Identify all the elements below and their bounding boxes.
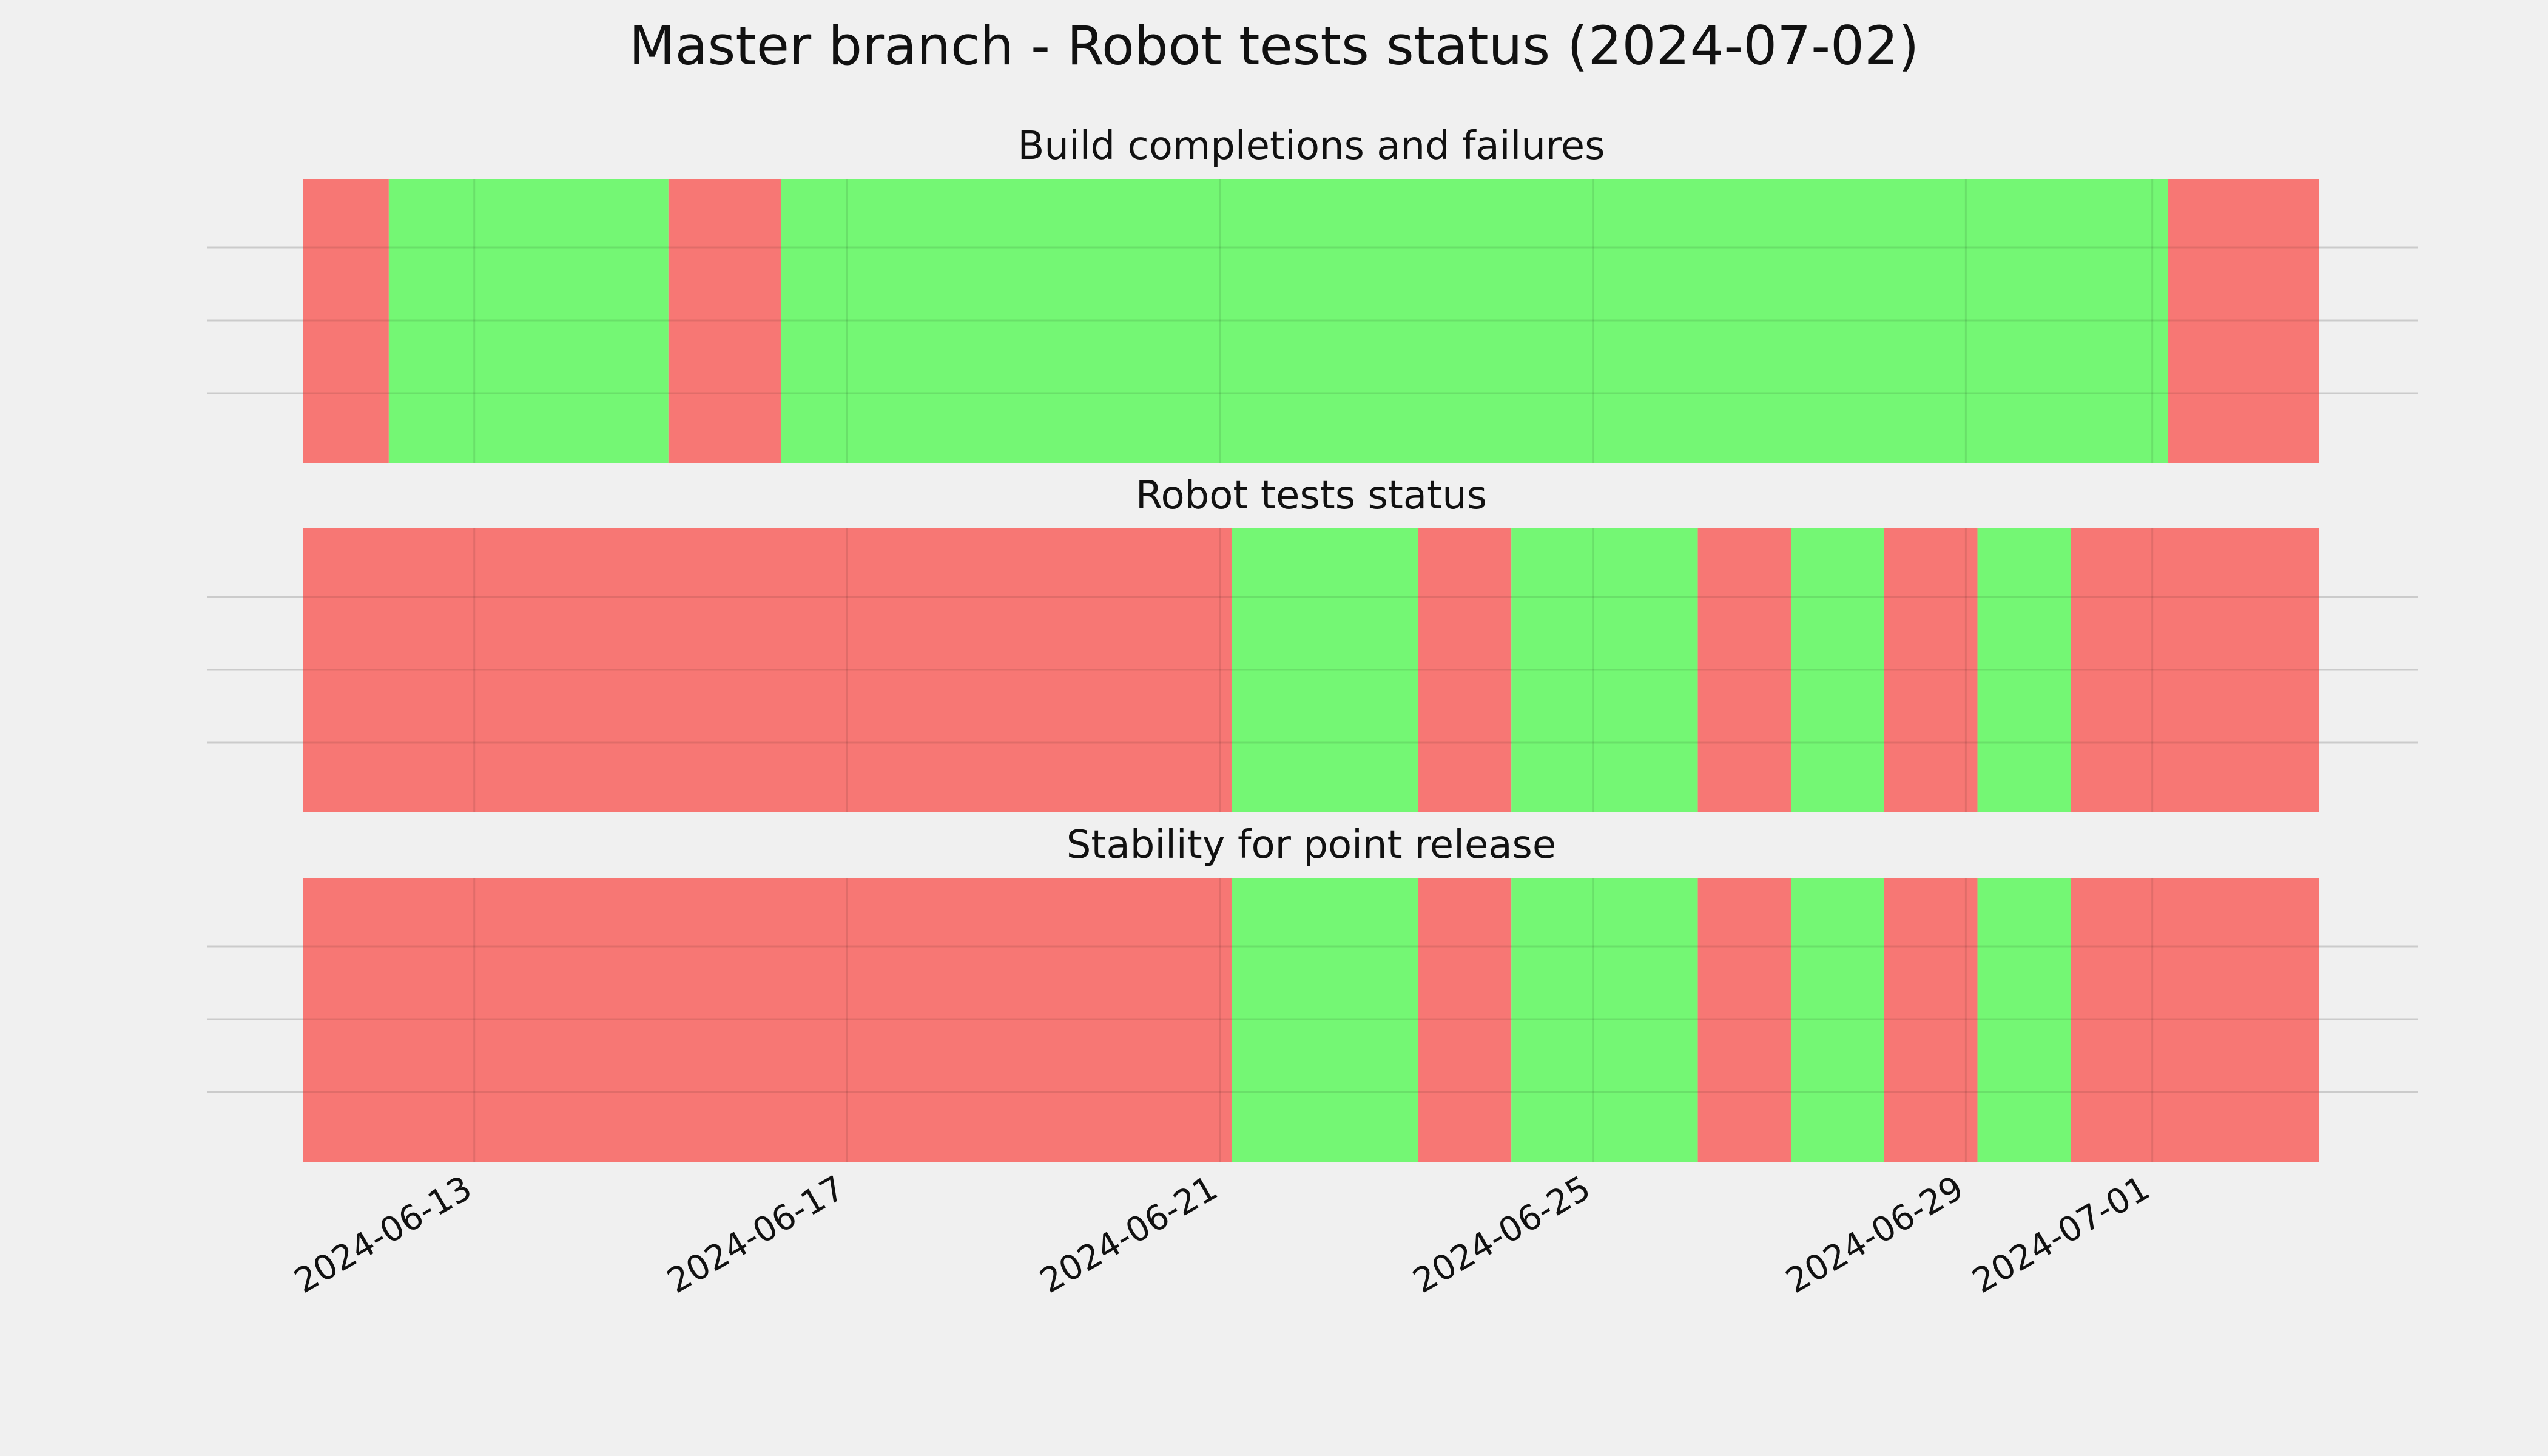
- x-tick-label: 2024-06-21: [1034, 1168, 1224, 1301]
- status-segment-fail: [1697, 878, 1791, 1162]
- status-segment-fail: [1884, 528, 1978, 812]
- status-segment-fail: [668, 179, 781, 463]
- x-axis-tick-labels: 2024-06-13 2024-06-17 2024-06-21 2024-06-25…: [288, 1168, 2156, 1301]
- x-tick-label: 2024-06-13: [288, 1168, 478, 1301]
- status-segment-pass: [1977, 878, 2071, 1162]
- status-segment-fail: [1697, 528, 1791, 812]
- panel-2: Robot tests status: [207, 473, 2418, 812]
- status-segment-fail: [303, 179, 389, 463]
- status-segment-fail: [1884, 878, 1978, 1162]
- status-segment-pass: [1511, 878, 1698, 1162]
- status-segment-fail: [1418, 878, 1512, 1162]
- status-segment-pass: [1977, 528, 2071, 812]
- status-segment-pass: [1791, 528, 1884, 812]
- status-segment-pass: [781, 179, 2168, 463]
- status-segment-fail: [2071, 878, 2319, 1162]
- status-segment-fail: [303, 878, 1232, 1162]
- status-segment-pass: [1511, 528, 1698, 812]
- status-segment-fail: [303, 528, 1232, 812]
- status-segment-pass: [1232, 528, 1418, 812]
- status-segment-fail: [2071, 528, 2319, 812]
- x-tick-label: 2024-07-01: [1966, 1168, 2156, 1301]
- status-segment-pass: [388, 179, 669, 463]
- status-segment-pass: [1791, 878, 1884, 1162]
- x-tick-label: 2024-06-17: [661, 1168, 851, 1301]
- chart-title: Master branch - Robot tests status (2024…: [629, 15, 1919, 77]
- status-segment-fail: [1418, 528, 1512, 812]
- panel-title: Robot tests status: [1136, 473, 1487, 518]
- panel-1: Build completions and failures: [207, 124, 2418, 463]
- chart-panels: Build completions and failures Robot test…: [207, 124, 2418, 1162]
- panel-title: Build completions and failures: [1018, 124, 1605, 169]
- panel-3: Stability for point release: [207, 823, 2418, 1162]
- x-tick-label: 2024-06-29: [1779, 1168, 1970, 1301]
- status-segment-pass: [1232, 878, 1418, 1162]
- panel-title: Stability for point release: [1067, 823, 1557, 868]
- status-segment-fail: [2168, 179, 2319, 463]
- x-tick-label: 2024-06-25: [1406, 1168, 1597, 1301]
